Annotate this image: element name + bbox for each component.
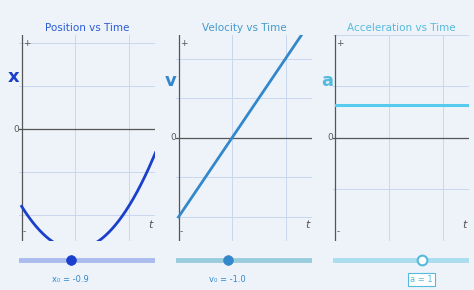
Text: v₀ = -1.0: v₀ = -1.0 (210, 275, 246, 284)
Title: Position vs Time: Position vs Time (45, 23, 129, 33)
Text: +: + (23, 39, 30, 48)
Text: a = 1: a = 1 (410, 275, 433, 284)
Text: 0: 0 (328, 133, 333, 142)
Text: t: t (148, 220, 153, 230)
Text: -: - (337, 228, 340, 237)
Text: 0: 0 (171, 133, 176, 142)
Title: Velocity vs Time: Velocity vs Time (202, 23, 286, 33)
Text: a: a (321, 72, 333, 90)
Text: t: t (462, 220, 466, 230)
Text: x₀ = -0.9: x₀ = -0.9 (53, 275, 89, 284)
Text: t: t (305, 220, 310, 230)
Text: +: + (337, 39, 344, 48)
Text: +: + (180, 39, 187, 48)
Text: -: - (23, 228, 26, 237)
Title: Acceleration vs Time: Acceleration vs Time (346, 23, 456, 33)
Text: -: - (180, 228, 183, 237)
Text: 0: 0 (14, 125, 19, 134)
Text: x: x (8, 68, 19, 86)
Text: v: v (164, 72, 176, 90)
